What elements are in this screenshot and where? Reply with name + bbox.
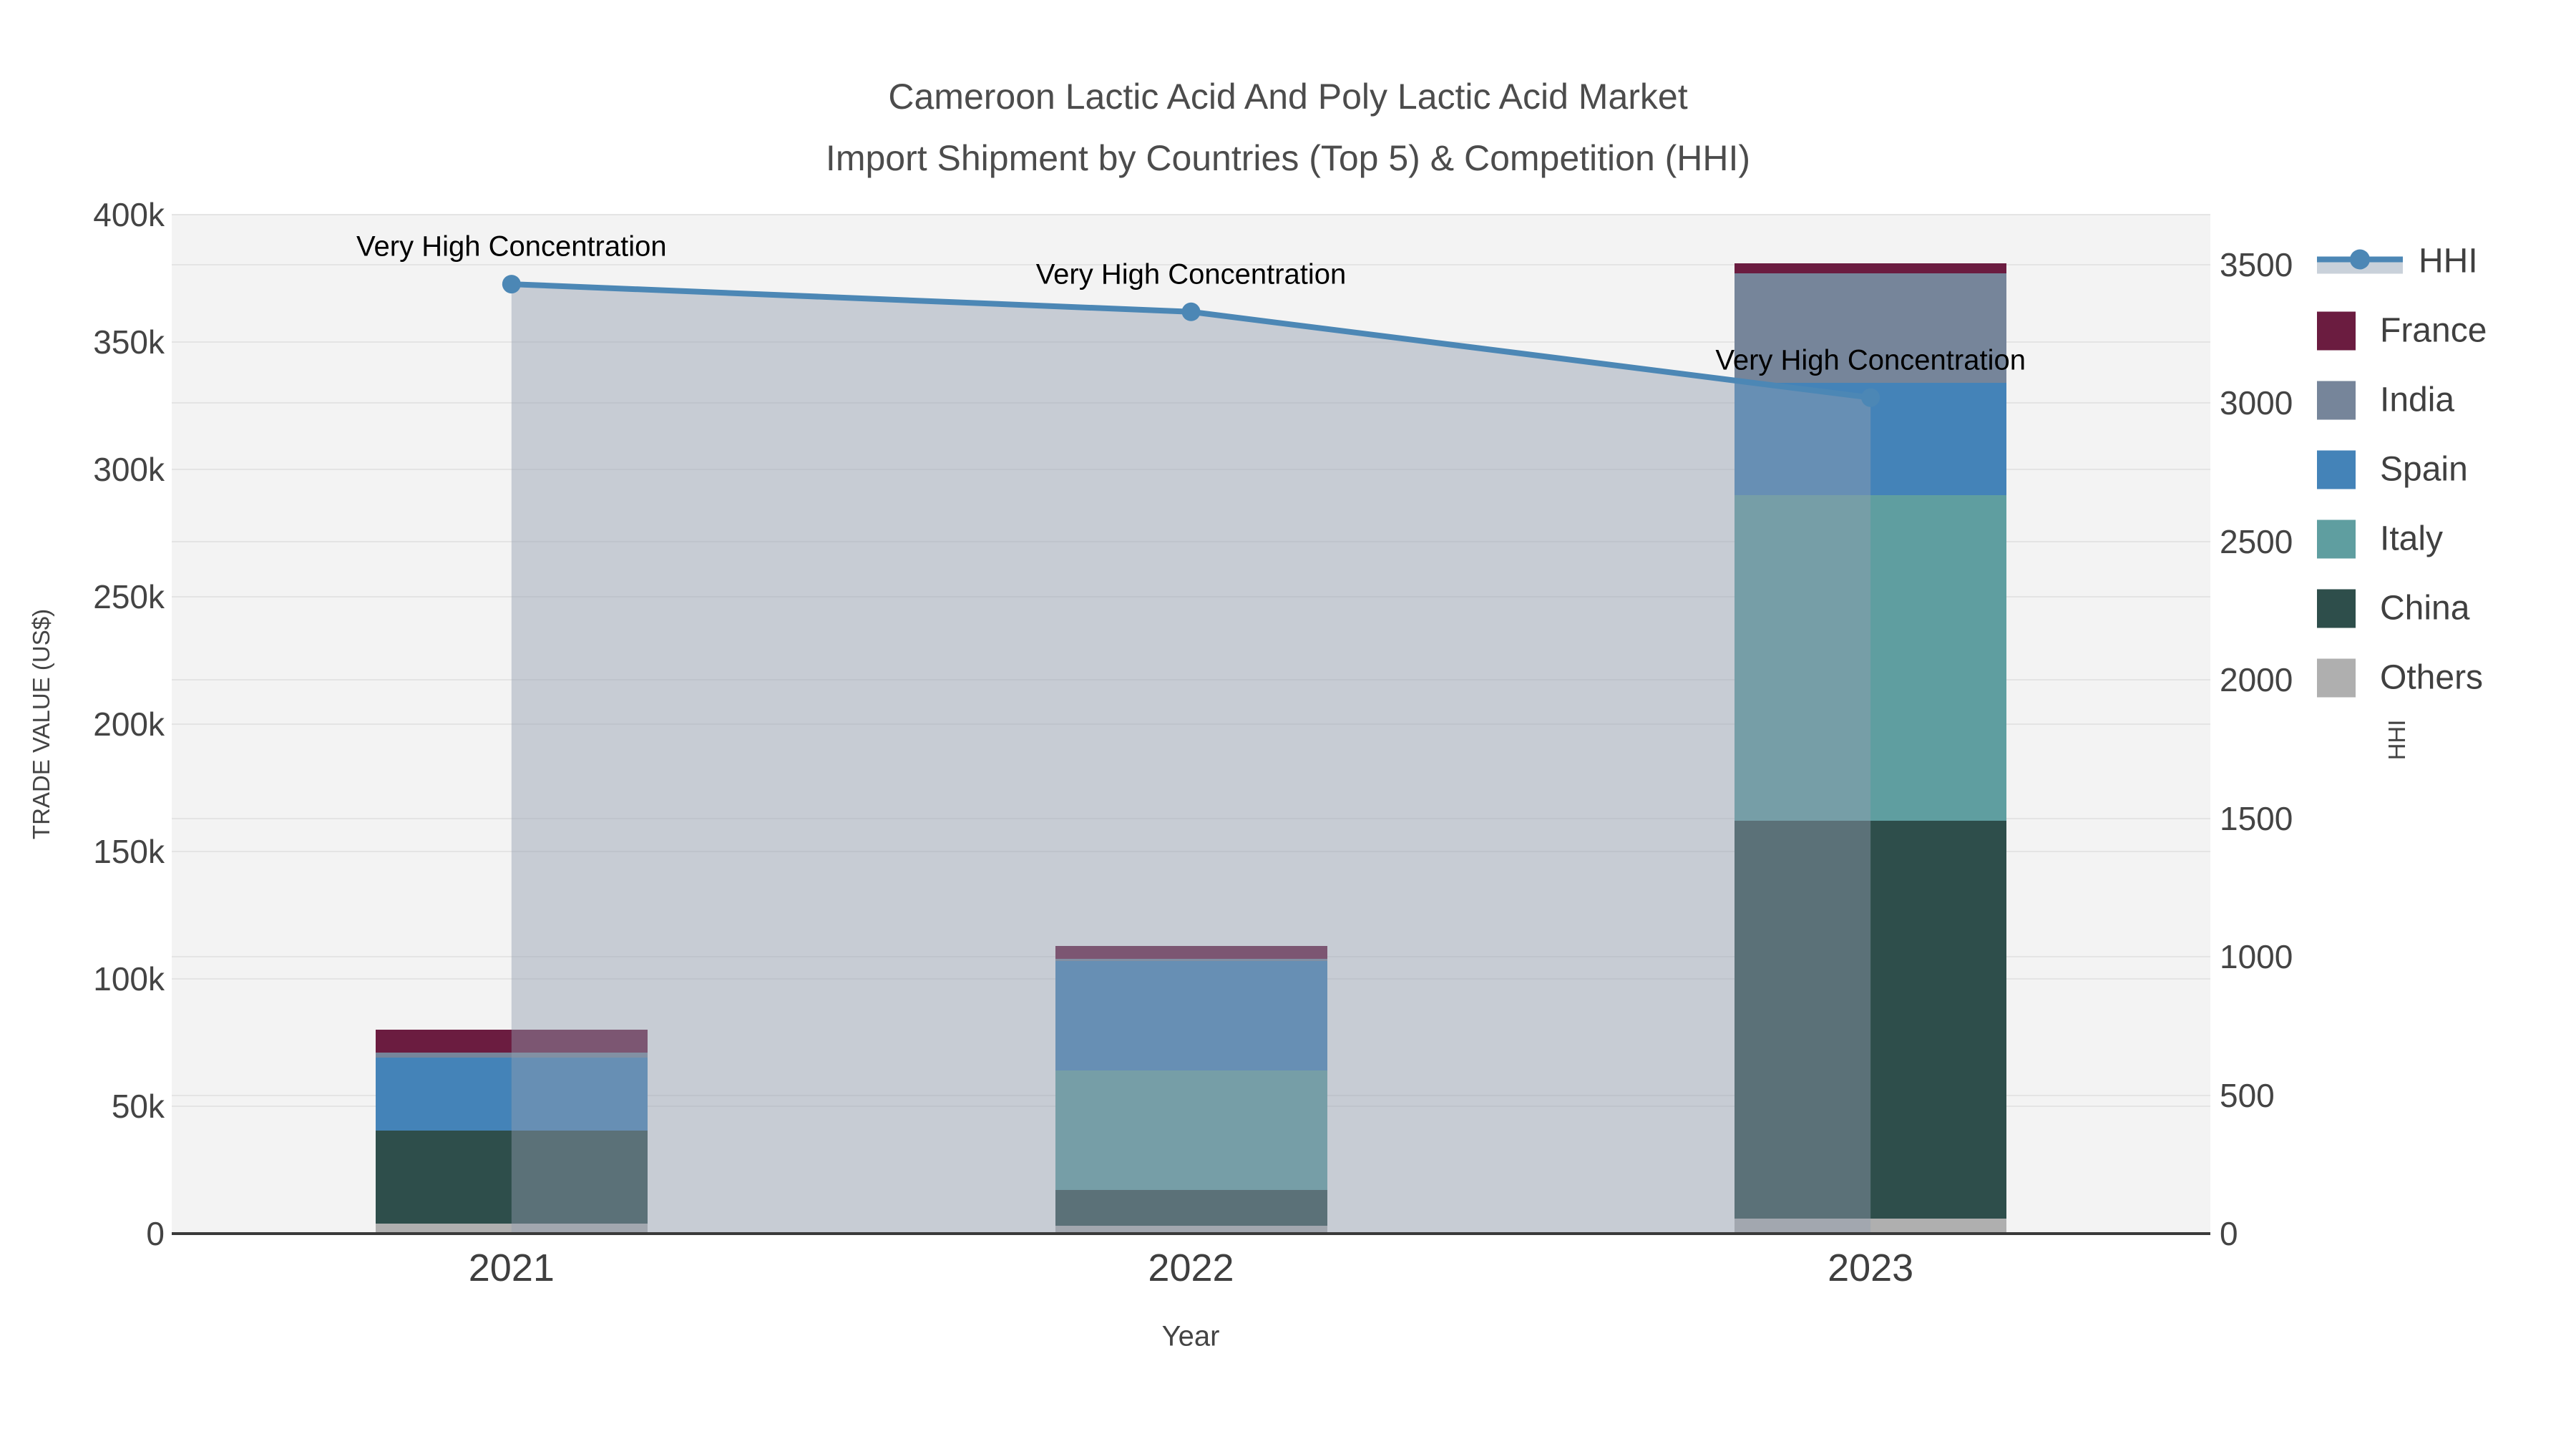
gridline-trade-value: [172, 469, 2210, 470]
left-tick-label-100k: 100k: [93, 960, 165, 997]
x-tick-label-2022: 2022: [1148, 1246, 1234, 1289]
legend-item-france[interactable]: France: [2317, 311, 2487, 351]
right-tick-label-500: 500: [2220, 1076, 2275, 1114]
legend-item-others[interactable]: Others: [2317, 658, 2483, 698]
bar-segment-italy-2023[interactable]: [1735, 494, 2007, 821]
gridline-hhi: [172, 402, 2210, 404]
left-axis-title: TRADE VALUE (US$): [28, 608, 54, 840]
gridline-trade-value: [172, 723, 2210, 725]
gridline-hhi: [172, 540, 2210, 542]
annotation-concentration-2021: Very High Concentration: [356, 230, 667, 263]
bar-segment-spain-2023[interactable]: [1735, 382, 2007, 495]
legend-item-india[interactable]: India: [2317, 381, 2454, 420]
left-tick-label-200k: 200k: [93, 706, 165, 743]
bar-segment-france-2021[interactable]: [375, 1030, 648, 1053]
right-axis-title: HHI: [2384, 719, 2410, 761]
bar-segment-india-2022[interactable]: [1055, 958, 1327, 962]
legend-item-spain[interactable]: Spain: [2317, 450, 2468, 489]
bar-segment-france-2022[interactable]: [1055, 946, 1327, 959]
legend-label-france: France: [2380, 311, 2487, 350]
gridline-trade-value: [172, 214, 2210, 215]
legend-item-china[interactable]: China: [2317, 589, 2469, 628]
legend-label-china: China: [2380, 589, 2470, 628]
legend-label-hhi: HHI: [2419, 242, 2478, 280]
bar-segment-others-2022[interactable]: [1055, 1226, 1327, 1234]
x-axis-line: [172, 1232, 2210, 1235]
others-color-swatch-icon: [2317, 658, 2356, 697]
bar-segment-spain-2021[interactable]: [375, 1058, 648, 1131]
left-tick-label-350k: 350k: [93, 323, 165, 361]
right-tick-label-3500: 3500: [2220, 246, 2293, 283]
left-tick-label-150k: 150k: [93, 833, 165, 870]
hhi-marker-swatch: [2350, 249, 2370, 269]
italy-color-swatch-icon: [2317, 519, 2356, 558]
bar-segment-spain-2022[interactable]: [1055, 961, 1327, 1071]
left-tick-label-400k: 400k: [93, 196, 165, 233]
annotation-concentration-2023: Very High Concentration: [1715, 344, 2026, 376]
left-tick-label-0: 0: [146, 1215, 165, 1252]
china-color-swatch-icon: [2317, 589, 2356, 628]
gridline-hhi: [172, 679, 2210, 681]
left-tick-label-300k: 300k: [93, 451, 165, 488]
chart-title-line-1: Cameroon Lactic Acid And Poly Lactic Aci…: [888, 77, 1688, 117]
right-tick-label-2500: 2500: [2220, 522, 2293, 560]
legend-label-spain: Spain: [2380, 450, 2468, 489]
legend-label-italy: Italy: [2380, 519, 2444, 558]
hhi-line-swatch-icon: [2317, 242, 2403, 280]
right-tick-label-1000: 1000: [2220, 938, 2293, 976]
left-tick-label-50k: 50k: [111, 1088, 165, 1125]
bar-segment-china-2021[interactable]: [375, 1130, 648, 1224]
bar-segment-others-2023[interactable]: [1735, 1218, 2007, 1234]
spain-color-swatch-icon: [2317, 450, 2356, 489]
bar-segment-china-2022[interactable]: [1055, 1190, 1327, 1226]
legend-item-italy[interactable]: Italy: [2317, 519, 2443, 559]
india-color-swatch-icon: [2317, 381, 2356, 419]
right-tick-label-1500: 1500: [2220, 799, 2293, 837]
legend-label-others: Others: [2380, 658, 2484, 697]
right-tick-label-2000: 2000: [2220, 661, 2293, 699]
gridline-trade-value: [172, 596, 2210, 597]
bar-segment-others-2021[interactable]: [375, 1223, 648, 1234]
france-color-swatch-icon: [2317, 311, 2356, 350]
gridline-hhi: [172, 264, 2210, 265]
legend-label-india: India: [2380, 381, 2455, 419]
bar-segment-india-2021[interactable]: [375, 1053, 648, 1058]
right-tick-label-3000: 3000: [2220, 384, 2293, 422]
legend-item-hhi[interactable]: HHI: [2317, 242, 2478, 281]
bar-segment-china-2023[interactable]: [1735, 821, 2007, 1219]
x-tick-label-2023: 2023: [1828, 1246, 1914, 1289]
annotation-concentration-2022: Very High Concentration: [1035, 258, 1347, 291]
gridline-hhi: [172, 817, 2210, 819]
right-tick-label-0: 0: [2220, 1215, 2238, 1252]
chart-title-line-2: Import Shipment by Countries (Top 5) & C…: [825, 138, 1751, 178]
bar-segment-italy-2022[interactable]: [1055, 1070, 1327, 1191]
left-tick-label-250k: 250k: [93, 578, 165, 615]
bar-segment-france-2023[interactable]: [1735, 263, 2007, 273]
x-axis-title: Year: [1161, 1320, 1220, 1352]
x-tick-label-2021: 2021: [468, 1246, 555, 1289]
gridline-trade-value: [172, 851, 2210, 852]
